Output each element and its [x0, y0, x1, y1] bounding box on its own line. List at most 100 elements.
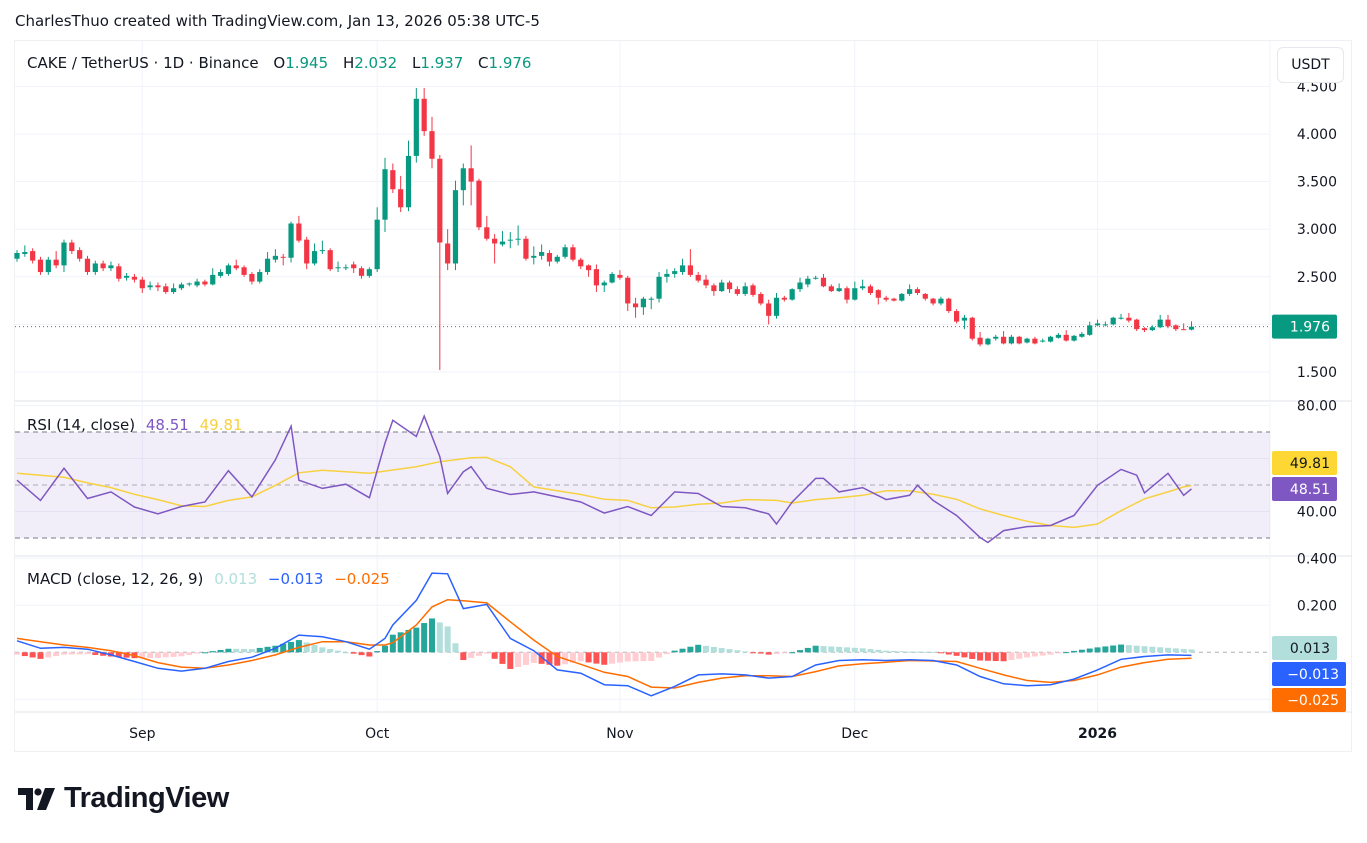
macd-histogram-bar — [1008, 652, 1015, 660]
candle — [1055, 332, 1061, 339]
candle-body — [249, 273, 255, 282]
macd-histogram-bar — [546, 652, 553, 665]
grid-lines — [15, 41, 1270, 712]
macd-histogram-bar — [405, 629, 412, 653]
candle-body — [985, 338, 991, 345]
open-label: O — [273, 54, 286, 72]
candle-body — [194, 281, 200, 286]
candle — [499, 231, 506, 247]
macd-histogram-bar — [60, 652, 67, 655]
candle — [22, 245, 28, 257]
macd-histogram-bar — [577, 652, 584, 662]
candles — [14, 88, 1195, 371]
candle-body — [1126, 317, 1132, 321]
candle-body — [288, 223, 294, 258]
candle-body — [163, 286, 169, 293]
macd-histogram-bar — [757, 652, 764, 654]
rsi-legend: RSI (14, close) 48.51 49.81 — [27, 416, 243, 434]
macd-histogram-bar — [1102, 646, 1109, 653]
macd-histogram-bar — [1071, 650, 1078, 653]
macd-line — [16, 572, 1192, 697]
macd-histogram-bar — [1180, 648, 1187, 653]
candle — [1079, 332, 1085, 338]
candle-body — [1087, 325, 1093, 335]
candle-body — [1149, 327, 1155, 331]
candle-body — [445, 243, 451, 264]
macd-histogram-bar — [1039, 652, 1046, 656]
macd-histogram-bar — [742, 651, 749, 653]
candle-body — [875, 290, 881, 298]
candle — [546, 250, 553, 267]
macd-histogram-bar — [452, 643, 459, 653]
candle — [1087, 321, 1093, 336]
macd-histogram-bar — [593, 652, 600, 664]
candle — [413, 88, 419, 163]
candle-body — [37, 259, 44, 273]
candle — [578, 257, 584, 270]
macd-histogram-bar — [29, 652, 36, 658]
macd-tick-label: 0.400 — [1297, 551, 1337, 567]
candle-body — [382, 169, 388, 220]
macd-histogram-bar — [1165, 647, 1172, 653]
symbol-name[interactable]: CAKE / TetherUS · 1D · Binance — [27, 54, 259, 72]
candle-body — [452, 190, 459, 264]
candle — [703, 274, 709, 289]
candle-body — [593, 269, 600, 286]
candle — [719, 279, 725, 293]
macd-title[interactable]: MACD (close, 12, 26, 9) — [27, 570, 204, 588]
rsi-ma-badge: 49.81 — [1272, 451, 1337, 475]
macd-histogram-bar — [358, 652, 365, 656]
tradingview-logo[interactable]: TradingView — [18, 782, 229, 815]
macd-histogram-bar — [123, 652, 130, 658]
candle — [805, 275, 811, 288]
macd-histogram-bar — [977, 652, 984, 661]
candle — [860, 279, 866, 291]
candle — [640, 296, 646, 315]
rsi-lines — [16, 414, 1192, 544]
candle — [828, 284, 834, 293]
candle — [664, 269, 670, 283]
macd-histogram-badge: 0.013 — [1272, 636, 1337, 660]
candle — [813, 275, 819, 280]
candle — [617, 270, 623, 280]
candle-body — [131, 276, 138, 280]
macd-histogram-bar — [1110, 645, 1117, 653]
macd-histogram-bar — [327, 649, 334, 653]
macd-histogram-bar — [585, 652, 592, 663]
candle — [155, 282, 161, 292]
candle-body — [264, 258, 271, 273]
candle-body — [993, 336, 999, 339]
candle — [875, 289, 881, 305]
candle — [726, 280, 733, 293]
candle-body — [773, 297, 780, 316]
macd-tick-label: 0.200 — [1297, 598, 1337, 614]
symbol-legend: CAKE / TetherUS · 1D · Binance O1.945 H2… — [27, 54, 531, 72]
candle-body — [1024, 338, 1030, 343]
macd-histogram-bar — [1086, 648, 1093, 653]
candle-body — [178, 284, 185, 289]
candle-body — [617, 274, 623, 278]
candle-body — [343, 267, 349, 269]
macd-histogram-bar — [624, 652, 631, 662]
candle-body — [108, 265, 114, 269]
macd-histogram-bar — [515, 652, 522, 667]
candle-body — [155, 285, 161, 288]
logo-text: TradingView — [64, 782, 229, 814]
macd-histogram-bar — [875, 649, 882, 653]
candle-body — [14, 253, 20, 259]
candle-body — [171, 288, 177, 293]
macd-histogram-bar — [1172, 648, 1179, 653]
rsi-value: 48.51 — [145, 416, 189, 434]
candle-body — [797, 282, 803, 290]
macd-histogram-bar — [256, 647, 263, 653]
macd-histogram-bar — [922, 651, 929, 653]
macd-histogram-bar — [264, 646, 271, 653]
candle — [163, 283, 169, 294]
candle — [437, 154, 443, 371]
currency-button[interactable]: USDT — [1277, 47, 1344, 83]
candle-body — [304, 239, 310, 264]
rsi-title[interactable]: RSI (14, close) — [27, 416, 136, 434]
rsi-ma-line — [16, 456, 1192, 529]
candle — [249, 272, 255, 285]
